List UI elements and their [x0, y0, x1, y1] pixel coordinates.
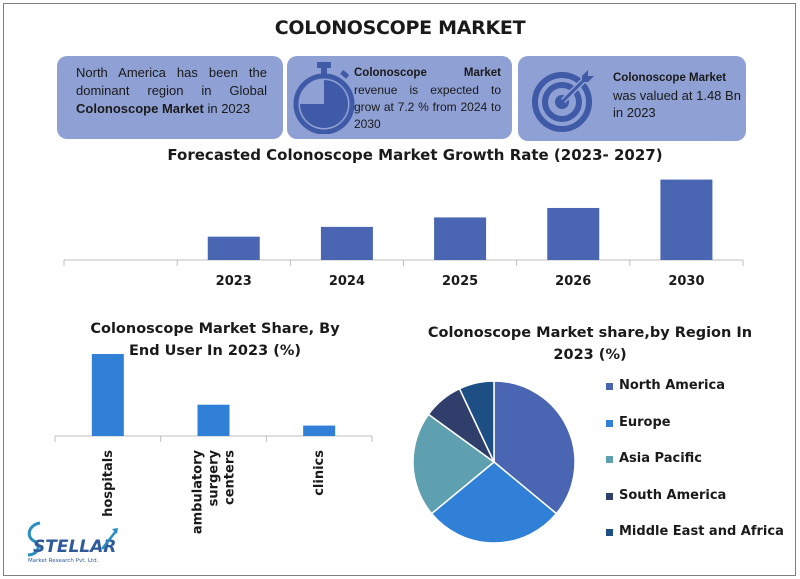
legend-label: North America: [619, 378, 725, 393]
legend-item: Middle East and Africa: [606, 524, 786, 561]
legend-item: North America: [606, 378, 786, 415]
legend-label: Asia Pacific: [619, 451, 703, 466]
card-text-bold: Colonoscope Market: [76, 101, 204, 116]
x-tick-label-line: ambulatory: [191, 449, 206, 534]
x-tick-label-line: surgery: [207, 449, 222, 506]
end-user-bar-chart: hospitals ambulatory surgery centers clinics: [54, 354, 373, 534]
stopwatch-icon: [293, 62, 355, 134]
x-tick-label: 2023: [216, 274, 252, 289]
page-title: COLONOSCOPE MARKET: [274, 17, 526, 39]
legend-item: Europe: [606, 415, 786, 452]
info-card-valuation: Colonoscope Market was valued at 1.48 Bn…: [518, 56, 746, 141]
logo-name: STELLAR: [33, 537, 116, 557]
card-text: North America has been the dominant regi…: [76, 65, 267, 98]
card-text: was valued at 1.48 Bn in 2023: [613, 88, 741, 120]
info-card-region: North America has been the dominant regi…: [57, 56, 283, 139]
x-tick-label: hospitals: [101, 450, 116, 517]
bar: [547, 207, 600, 260]
growth-bar-chart: 2023 2024 2025 2026 2030: [63, 179, 744, 289]
legend-item: South America: [606, 488, 786, 525]
legend-label: Europe: [619, 414, 671, 430]
growth-chart-title: Forecasted Colonoscope Market Growth Rat…: [167, 146, 663, 164]
x-tick-label: 2026: [555, 274, 591, 289]
card-text-bold: Colonoscope Market: [354, 67, 501, 79]
bar: [207, 236, 260, 260]
bar: [660, 179, 713, 260]
bar: [434, 217, 487, 260]
x-tick-label-line: centers: [223, 450, 238, 505]
pie-slice: [493, 380, 576, 515]
x-tick-label: 2024: [329, 274, 365, 289]
pie-slice: [412, 413, 496, 515]
legend-swatch: [606, 492, 613, 500]
card-text: in 2023: [203, 101, 251, 116]
bar: [320, 226, 373, 260]
bar: [91, 354, 124, 436]
legend-swatch: [606, 419, 613, 427]
x-tick-label: 2025: [442, 274, 478, 289]
legend-swatch: [606, 456, 613, 463]
legend-label: Middle East and Africa: [619, 524, 784, 539]
legend-swatch: [606, 529, 613, 536]
legend-item: Asia Pacific: [606, 451, 786, 488]
x-tick-label-line: clinics: [312, 450, 327, 496]
stellar-logo: STELLAR Market Research Pvt. Ltd.: [22, 519, 132, 569]
region-pie-chart: [412, 380, 576, 544]
card-text-bold: Colonoscope Market: [613, 72, 727, 84]
logo-tagline: Market Research Pvt. Ltd.: [28, 558, 99, 564]
x-tick-label: clinics: [312, 450, 327, 496]
region-chart-title: Colonoscope Market share,by Region In 20…: [427, 325, 753, 363]
x-tick-label: 2030: [668, 274, 704, 289]
target-icon: [532, 70, 594, 132]
x-tick-label-line: hospitals: [101, 450, 116, 517]
x-tick-label: ambulatory surgery centers: [191, 449, 238, 534]
pie-legend: North America Europe Asia Pacific South Ame…: [606, 378, 786, 561]
end-user-chart-title: Colonoscope Market Share, By End User In…: [90, 321, 340, 359]
bar: [303, 425, 336, 436]
stellar-logo-mark: STELLAR Market Research Pvt. Ltd.: [27, 521, 118, 564]
bar: [197, 404, 230, 436]
card-text: revenue is expected to grow at 7.2 % fro…: [354, 83, 501, 131]
pie-slice: [458, 380, 495, 463]
legend-label: South America: [619, 487, 727, 503]
info-card-growth: Colonoscope Market revenue is expected t…: [287, 56, 512, 139]
legend-swatch: [606, 383, 613, 390]
pie-slice: [430, 461, 558, 544]
